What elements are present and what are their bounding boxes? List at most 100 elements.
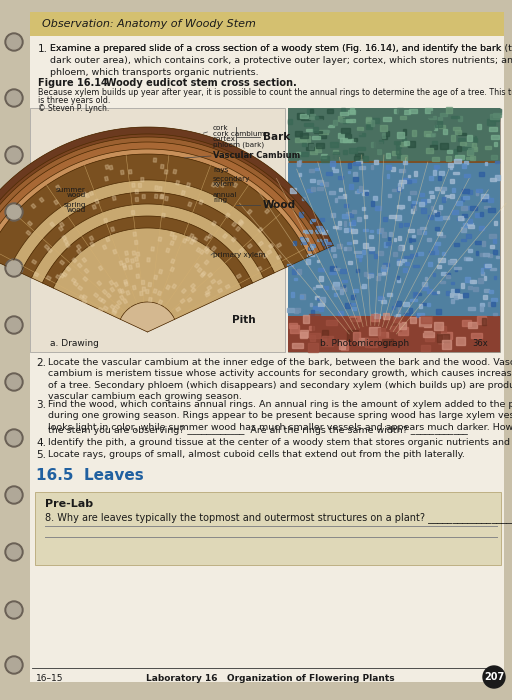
Polygon shape xyxy=(32,204,264,283)
Bar xyxy=(123,279,128,284)
Polygon shape xyxy=(0,149,313,257)
Bar xyxy=(404,110,410,114)
Bar xyxy=(133,232,137,237)
Bar xyxy=(344,221,346,226)
Bar xyxy=(434,165,439,168)
Bar xyxy=(458,116,462,120)
Polygon shape xyxy=(0,127,333,332)
Bar xyxy=(383,242,387,247)
Bar xyxy=(465,158,473,160)
Bar xyxy=(481,272,484,275)
Bar xyxy=(364,215,367,218)
Bar xyxy=(376,148,381,153)
Bar xyxy=(408,339,418,344)
Circle shape xyxy=(7,148,21,162)
Bar xyxy=(348,330,358,340)
Bar xyxy=(476,190,478,195)
Bar xyxy=(440,113,446,116)
Bar xyxy=(408,175,410,177)
Bar xyxy=(366,118,371,123)
Bar xyxy=(136,274,139,279)
Bar xyxy=(333,169,338,172)
Bar xyxy=(126,290,130,295)
Bar xyxy=(176,307,181,312)
Bar xyxy=(399,223,402,228)
Bar xyxy=(417,313,424,315)
Bar xyxy=(382,271,386,274)
Bar xyxy=(422,286,428,290)
Bar xyxy=(344,247,347,251)
Bar xyxy=(435,216,442,221)
Bar xyxy=(56,185,60,190)
Bar xyxy=(354,138,357,141)
Text: primary xylem: primary xylem xyxy=(213,252,266,258)
Polygon shape xyxy=(20,192,274,278)
Bar xyxy=(300,295,303,298)
Bar xyxy=(83,276,88,281)
Bar xyxy=(378,296,383,300)
Bar xyxy=(170,241,174,246)
Bar xyxy=(357,217,361,221)
Bar xyxy=(394,342,403,346)
Bar xyxy=(491,298,497,301)
Polygon shape xyxy=(10,180,285,273)
Bar xyxy=(488,253,492,258)
Bar xyxy=(491,135,499,139)
Bar xyxy=(142,195,145,199)
Bar xyxy=(374,142,382,148)
Bar xyxy=(333,254,336,258)
Bar xyxy=(85,193,90,198)
Bar xyxy=(371,314,378,321)
Bar xyxy=(180,299,185,304)
Bar xyxy=(462,214,467,218)
Bar xyxy=(302,143,306,146)
Bar xyxy=(482,196,487,201)
FancyBboxPatch shape xyxy=(35,492,501,565)
Bar xyxy=(364,272,367,276)
Bar xyxy=(323,144,329,150)
Bar xyxy=(300,237,304,239)
Bar xyxy=(406,180,411,183)
Bar xyxy=(308,343,318,352)
Bar xyxy=(491,155,497,159)
Bar xyxy=(421,208,426,213)
Bar xyxy=(367,272,373,276)
Bar xyxy=(310,179,315,182)
Bar xyxy=(294,278,297,280)
Bar xyxy=(349,303,355,305)
Bar xyxy=(232,222,237,227)
Bar xyxy=(490,245,494,248)
Bar xyxy=(486,197,489,199)
Text: secondary: secondary xyxy=(213,176,250,182)
Bar xyxy=(462,148,471,150)
Text: Locate rays, groups of small, almost cuboid cells that extend out from the pith : Locate rays, groups of small, almost cub… xyxy=(48,450,465,459)
Bar xyxy=(129,265,133,270)
Bar xyxy=(98,307,103,312)
Bar xyxy=(295,138,302,141)
Bar xyxy=(440,281,445,283)
Bar xyxy=(173,169,177,174)
Bar xyxy=(441,272,446,276)
Bar xyxy=(431,111,434,113)
Bar xyxy=(432,292,437,294)
Bar xyxy=(433,157,439,161)
Bar xyxy=(290,188,296,193)
Bar xyxy=(159,270,163,274)
Bar xyxy=(426,148,433,153)
Bar xyxy=(379,140,383,143)
Bar xyxy=(464,206,471,209)
Bar xyxy=(425,335,434,340)
Bar xyxy=(484,264,491,267)
Bar xyxy=(98,297,103,302)
Bar xyxy=(337,136,344,139)
Bar xyxy=(269,244,273,248)
Bar xyxy=(304,122,313,127)
Bar xyxy=(433,169,436,174)
Bar xyxy=(374,160,378,164)
Bar xyxy=(437,232,441,235)
Bar xyxy=(303,136,310,142)
Bar xyxy=(310,220,312,223)
Bar xyxy=(186,183,190,188)
Bar xyxy=(190,284,196,288)
Bar xyxy=(471,333,482,338)
